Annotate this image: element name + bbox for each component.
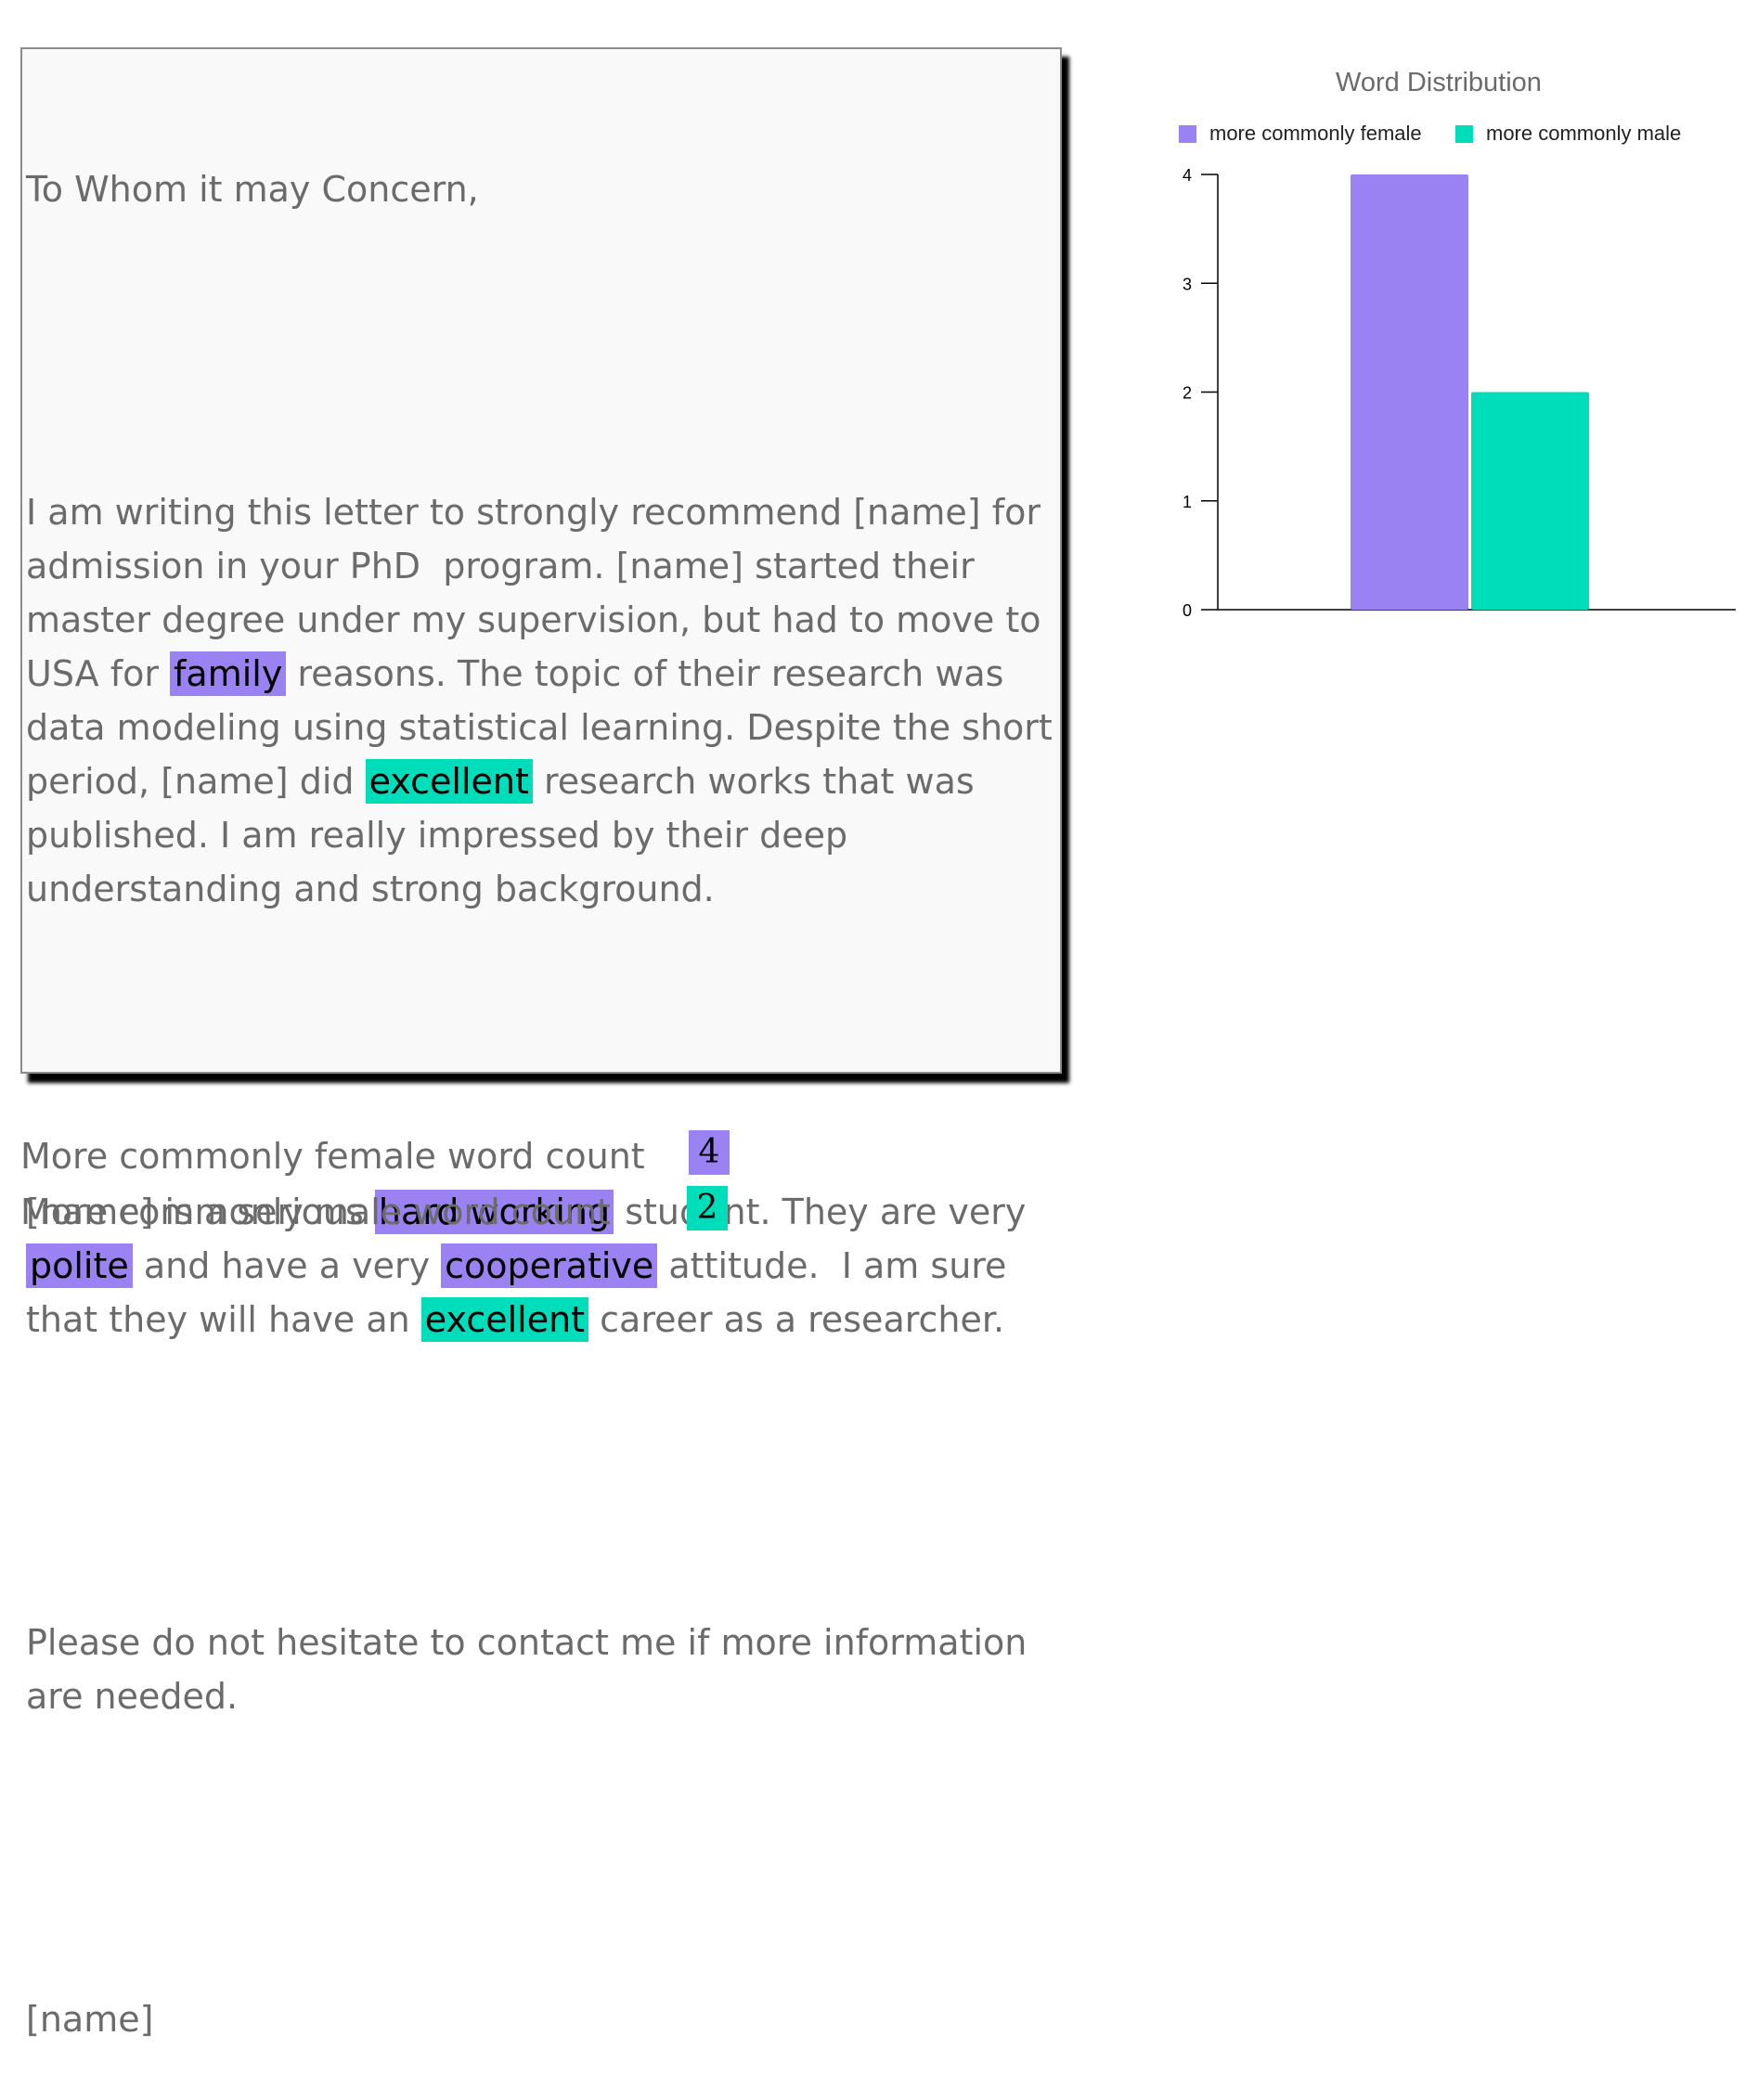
text-segment: I am writing this letter to strongly rec… xyxy=(26,492,1053,694)
highlight-male-word: excellent xyxy=(365,759,533,804)
legend-label-female: more commonly female xyxy=(1209,122,1422,145)
male-count-label: More commonly male word count xyxy=(20,1192,611,1232)
highlight-female-word: polite xyxy=(26,1243,133,1288)
male-count-value: 2 xyxy=(687,1186,728,1230)
legend-label-male: more commonly male xyxy=(1486,122,1681,145)
letter-signature: [name] xyxy=(26,1999,154,2040)
text-segment: research works that was published. I am … xyxy=(26,761,986,909)
letter-paragraph-3: Please do not hesitate to contact me if … xyxy=(26,1622,1039,1717)
text-segment: reasons. The topic of their research was… xyxy=(26,653,1064,802)
chart-title: Word Distribution xyxy=(1336,68,1542,97)
blank-line xyxy=(26,324,1060,378)
highlight-female-word: hard working xyxy=(374,1190,614,1234)
legend-swatch-male xyxy=(1455,125,1473,143)
female-count-value: 4 xyxy=(689,1130,730,1175)
highlight-male-word: excellent xyxy=(420,1297,589,1342)
letter-text-editor[interactable]: To Whom it may Concern, I am writing thi… xyxy=(20,47,1062,2040)
text-segment: career as a researcher. xyxy=(588,1299,1005,1340)
highlight-female-word: family xyxy=(170,651,287,696)
female-count-label: More commonly female word count xyxy=(20,1136,645,1177)
word-distribution-chart: Word Distribution more commonly female mor… xyxy=(1142,56,1745,659)
blank-line xyxy=(26,1024,1060,1077)
highlight-female-word: cooperative xyxy=(441,1243,658,1288)
y-tick-label: 2 xyxy=(1183,384,1192,403)
y-tick-label: 3 xyxy=(1183,275,1192,293)
text-segment: [name] is a serious xyxy=(26,1192,375,1232)
letter-greeting: To Whom it may Concern, xyxy=(26,169,479,210)
bar-male xyxy=(1471,392,1589,610)
y-tick-label: 1 xyxy=(1183,493,1192,511)
chart-svg: Word Distribution more commonly female mor… xyxy=(1179,68,1736,620)
text-segment: student. They are very xyxy=(614,1192,1038,1232)
blank-line xyxy=(26,1454,1060,1508)
y-tick-label: 0 xyxy=(1183,601,1192,620)
legend-swatch-female xyxy=(1179,125,1196,143)
letter-paragraph-1: I am writing this letter to strongly rec… xyxy=(26,485,1060,916)
y-tick-label: 4 xyxy=(1183,166,1192,185)
text-segment: and have a very xyxy=(132,1245,442,1286)
bar-female xyxy=(1351,174,1468,610)
blank-line xyxy=(26,1831,1060,1885)
